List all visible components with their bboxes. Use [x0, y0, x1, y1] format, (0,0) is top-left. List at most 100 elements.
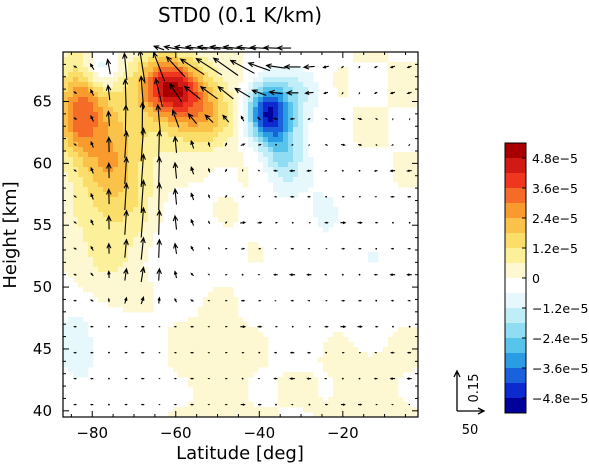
heatmap-cell	[233, 107, 239, 113]
heatmap-cell	[158, 177, 164, 183]
heatmap-cell	[363, 352, 369, 358]
heatmap-cell	[88, 127, 94, 133]
heatmap-cell	[378, 372, 384, 378]
heatmap-cell	[253, 137, 259, 143]
heatmap-cell	[148, 242, 154, 248]
heatmap-cell	[393, 352, 399, 358]
heatmap-cell	[353, 112, 359, 118]
heatmap-cell	[173, 342, 179, 348]
heatmap-cell	[218, 312, 224, 318]
heatmap-cell	[113, 282, 119, 288]
heatmap-cell	[258, 362, 264, 368]
heatmap-cell	[113, 232, 119, 238]
heatmap-cell	[403, 157, 409, 163]
heatmap-cell	[293, 137, 299, 143]
heatmap-cell	[323, 352, 329, 358]
heatmap-cell	[303, 127, 309, 133]
heatmap-cell	[268, 412, 274, 417]
heatmap-cell	[193, 332, 199, 338]
heatmap-cell	[73, 217, 79, 223]
heatmap-cell	[243, 177, 249, 183]
heatmap-cell	[133, 292, 139, 298]
heatmap-cell	[168, 122, 174, 128]
colorbar-label: 1.2e−5	[532, 241, 578, 256]
heatmap-cell	[128, 117, 134, 123]
heatmap-cell	[393, 152, 399, 158]
heatmap-cell	[378, 52, 384, 58]
heatmap-cell	[278, 82, 284, 88]
wind-vector	[107, 270, 111, 279]
heatmap-cell	[343, 402, 349, 408]
heatmap-cell	[83, 237, 89, 243]
heatmap-cell	[83, 282, 89, 288]
heatmap-cell	[278, 87, 284, 93]
heatmap-cell	[143, 177, 149, 183]
heatmap-cell	[138, 267, 144, 273]
wind-vector	[108, 325, 110, 328]
heatmap-cell	[268, 107, 274, 113]
heatmap-cell	[88, 102, 94, 108]
heatmap-cell	[143, 77, 149, 83]
heatmap-cell	[328, 202, 334, 208]
heatmap-cell	[103, 167, 109, 173]
heatmap-cell	[193, 322, 199, 328]
heatmap-cell	[138, 67, 144, 73]
heatmap-cell	[228, 327, 234, 333]
heatmap-cell	[293, 127, 299, 133]
heatmap-cell	[138, 132, 144, 138]
wind-vector	[190, 218, 195, 226]
heatmap-cell	[293, 397, 299, 403]
heatmap-cell	[358, 387, 364, 393]
heatmap-cell	[233, 367, 239, 373]
heatmap-cell	[218, 302, 224, 308]
heatmap-cell	[198, 62, 204, 68]
wind-vector	[138, 75, 145, 110]
heatmap-cell	[253, 132, 259, 138]
heatmap-cell	[183, 52, 189, 58]
heatmap-cell	[338, 87, 344, 93]
heatmap-cell	[68, 352, 74, 358]
heatmap-layer	[63, 52, 418, 417]
heatmap-cell	[268, 87, 274, 93]
wind-vector	[302, 64, 315, 70]
heatmap-cell	[388, 367, 394, 373]
heatmap-cell	[98, 92, 104, 98]
heatmap-cell	[178, 147, 184, 153]
heatmap-cell	[128, 87, 134, 93]
heatmap-cell	[128, 297, 134, 303]
heatmap-cell	[208, 67, 214, 73]
heatmap-cell	[108, 162, 114, 168]
heatmap-cell	[118, 217, 124, 223]
heatmap-cell	[103, 202, 109, 208]
heatmap-cell	[183, 182, 189, 188]
heatmap-cell	[203, 132, 209, 138]
heatmap-cell	[208, 137, 214, 143]
wind-vector	[89, 377, 94, 380]
wind-vector	[289, 377, 295, 381]
heatmap-cell	[273, 77, 279, 83]
heatmap-cell	[213, 327, 219, 333]
heatmap-cell	[233, 97, 239, 103]
heatmap-cell	[118, 157, 124, 163]
heatmap-cell	[248, 352, 254, 358]
heatmap-cell	[198, 132, 204, 138]
heatmap-cell	[283, 402, 289, 408]
heatmap-cell	[408, 167, 414, 173]
heatmap-cell	[403, 77, 409, 83]
heatmap-cell	[78, 362, 84, 368]
heatmap-cell	[88, 187, 94, 193]
heatmap-cell	[348, 392, 354, 398]
heatmap-cell	[218, 92, 224, 98]
heatmap-cell	[283, 77, 289, 83]
heatmap-cell	[253, 97, 259, 103]
heatmap-cell	[283, 397, 289, 403]
wind-vector	[195, 57, 223, 76]
heatmap-cell	[363, 372, 369, 378]
heatmap-cell	[343, 342, 349, 348]
heatmap-cell	[283, 87, 289, 93]
heatmap-cell	[348, 352, 354, 358]
heatmap-cell	[203, 337, 209, 343]
heatmap-cell	[128, 302, 134, 308]
heatmap-cell	[248, 342, 254, 348]
heatmap-cell	[343, 357, 349, 363]
